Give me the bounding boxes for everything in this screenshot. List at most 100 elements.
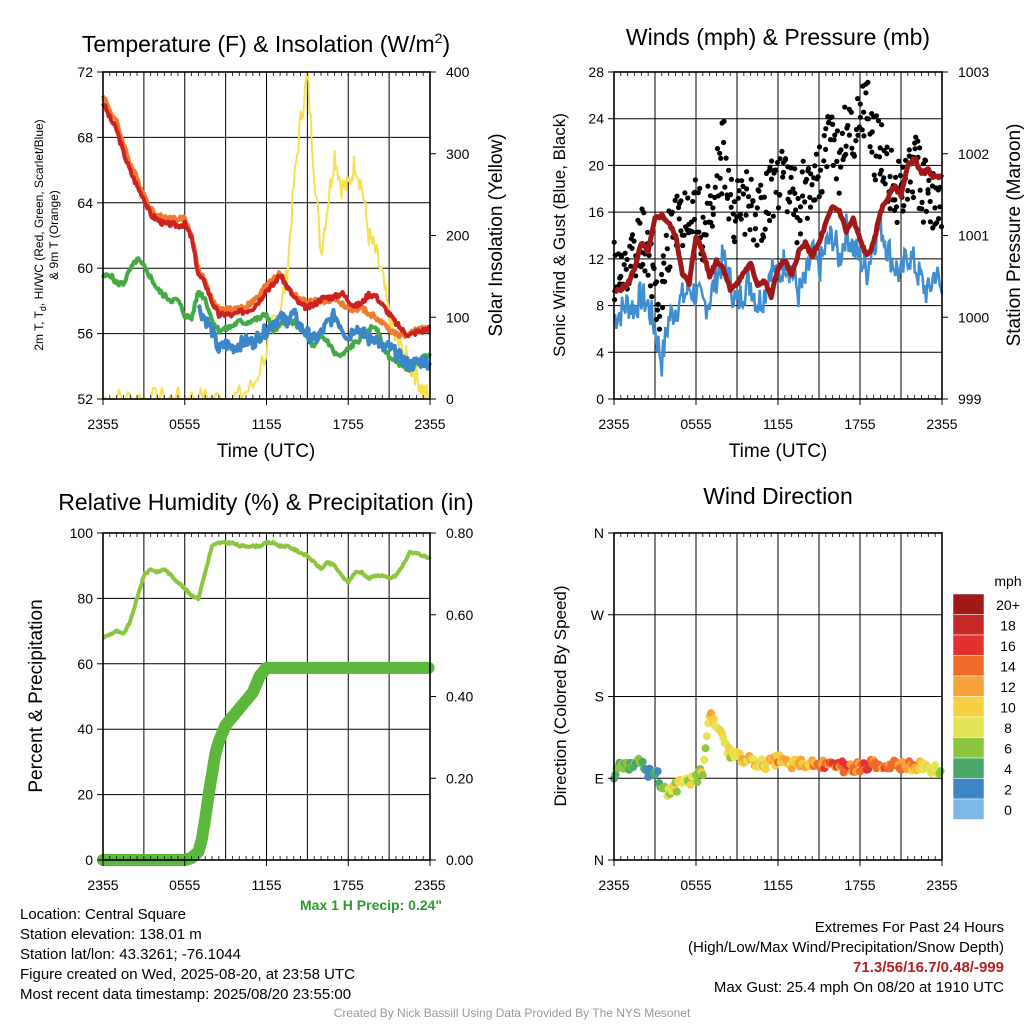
gust-point (843, 143, 849, 149)
gust-point (739, 178, 745, 184)
max-precip-note: Max 1 H Precip: 0.24" (300, 897, 443, 913)
max-gust: Max Gust: 25.4 mph On 08/20 at 1910 UTC (713, 979, 1004, 996)
y2-tick-label: 300 (446, 146, 470, 162)
y-tick-label: 56 (77, 326, 93, 342)
y-tick-label: 52 (77, 391, 93, 407)
gust-point (640, 261, 646, 268)
colorbar-swatch (952, 593, 985, 615)
y-tick-label: 64 (77, 195, 93, 211)
gust-point (917, 187, 923, 193)
colorbar-label: 10 (1000, 700, 1016, 716)
gust-point (780, 169, 787, 175)
gust-point (894, 219, 900, 225)
gust-point (853, 138, 859, 144)
gust-point (893, 204, 900, 210)
winds-y-axis-label: Sonic Wind & Gust (Blue, Black) (550, 113, 569, 357)
y2-tick-label: 0.00 (446, 852, 473, 868)
y-tick-label: 20 (588, 157, 604, 173)
gust-point (730, 211, 736, 217)
y-tick-label: 60 (77, 260, 93, 276)
gust-point (934, 220, 940, 226)
gust-point (678, 198, 684, 204)
x-tick-label: 1155 (763, 416, 793, 432)
y2-tick-label: 1000 (958, 309, 989, 325)
gust-point (622, 250, 628, 256)
gust-point (660, 304, 666, 311)
gust-point (800, 158, 806, 164)
winds-panel: Winds (mph) & Pressure (mb) Time (UTC) S… (550, 24, 1024, 462)
temperature-grid (103, 72, 430, 399)
gust-point (737, 211, 744, 217)
gust-point (721, 139, 727, 146)
x-tick-label: 0555 (169, 416, 200, 432)
gust-point (742, 231, 748, 237)
extremes-values: 71.3/56/16.7/0.48/-999 (853, 959, 1004, 976)
y-tick-label: 28 (588, 64, 604, 80)
gust-point (863, 90, 869, 96)
x-tick-label: 2355 (414, 416, 445, 432)
direction-point (787, 764, 796, 773)
gust-point (855, 132, 861, 138)
gust-point (624, 256, 630, 263)
gust-point (736, 188, 742, 194)
gust-point (861, 109, 867, 115)
gust-point (765, 210, 772, 217)
gust-point (805, 165, 812, 172)
x-tick-label: 0555 (680, 877, 711, 893)
gust-point (896, 158, 902, 164)
gust-point (744, 186, 750, 192)
gust-point (830, 162, 836, 168)
gust-point (797, 204, 804, 210)
gust-point (784, 209, 790, 215)
gust-point (879, 122, 885, 128)
gust-point (637, 220, 643, 226)
gust-point (664, 246, 670, 252)
colorbar-label: 0 (1004, 802, 1012, 818)
gust-point (732, 218, 739, 224)
colorbar-label: 12 (1000, 679, 1016, 695)
direction-point (761, 765, 770, 774)
gust-point (917, 145, 923, 151)
gust-point (754, 205, 760, 211)
speed-colorbar: mph 20+ 18 16 14 12 10 8 6 4 2 0 (952, 573, 1022, 820)
humidity-ticks: 2355 0555 1155 1755 2355 0 20 40 60 80 100 0.00 0.20… (70, 525, 474, 893)
y-tick-label: 68 (77, 129, 93, 145)
winds-grid (614, 72, 942, 399)
gust-point (834, 158, 840, 164)
gust-point (787, 199, 793, 205)
station-elevation: Station elevation: 138.01 m (20, 926, 202, 943)
gust-point (662, 279, 668, 285)
gust-point (645, 229, 651, 235)
gust-point (773, 167, 779, 173)
gust-point (710, 211, 716, 217)
gust-point (884, 151, 890, 157)
gust-point (697, 185, 703, 192)
pressure-y2-axis-label: Station Pressure (Maroon) (1004, 124, 1024, 347)
gust-point (834, 128, 841, 134)
gust-point (700, 214, 706, 220)
direction-point (702, 732, 711, 741)
gust-point (794, 240, 800, 246)
gust-point (728, 192, 734, 198)
y-tick-label: 0 (596, 391, 604, 407)
gust-point (876, 154, 883, 160)
gust-point (792, 190, 798, 196)
gust-point (920, 219, 927, 225)
y-tick-label: 0 (85, 852, 93, 868)
gust-point (892, 197, 898, 203)
gust-point (732, 239, 738, 245)
winds-x-axis-label: Time (UTC) (729, 441, 828, 462)
humidity-line (102, 539, 432, 640)
gust-point (628, 263, 634, 269)
gust-point (830, 121, 836, 127)
colorbar-label: 2 (1004, 782, 1012, 798)
gust-point (829, 114, 835, 120)
colorbar-label: 18 (1000, 618, 1016, 634)
colorbar-swatch (952, 778, 985, 800)
gust-point (777, 192, 783, 198)
gust-point (838, 147, 844, 153)
plot-frame (613, 532, 943, 861)
gust-point (680, 242, 686, 249)
gust-point (618, 273, 624, 279)
x-tick-label: 1155 (763, 877, 793, 893)
